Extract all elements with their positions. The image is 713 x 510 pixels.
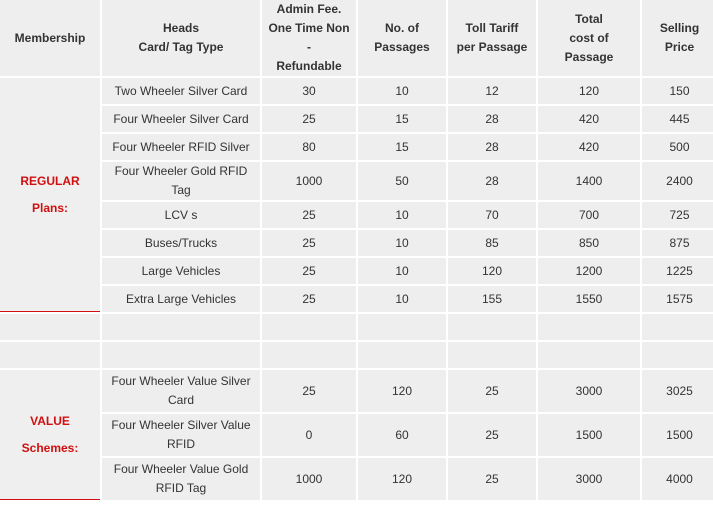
- passages-cell: 10: [358, 286, 446, 312]
- admin-fee-cell: 25: [262, 258, 356, 284]
- header-membership: Membership: [0, 0, 100, 76]
- total-cell: 1500: [538, 414, 640, 456]
- passages-cell: 120: [358, 458, 446, 500]
- admin-fee-cell: 25: [262, 106, 356, 132]
- card-type-cell: Four Wheeler Gold RFID Tag: [102, 162, 260, 200]
- toll-cell: 85: [448, 230, 536, 256]
- header-admin-fee: Admin Fee. One Time Non - Refundable: [262, 0, 356, 76]
- table-row: Four Wheeler RFID Silver 80 15 28 420 50…: [0, 134, 713, 160]
- toll-cell: 28: [448, 162, 536, 200]
- admin-fee-cell: 0: [262, 414, 356, 456]
- admin-fee-cell: 80: [262, 134, 356, 160]
- table-row: REGULAR Plans: Two Wheeler Silver Card 30…: [0, 78, 713, 312]
- spacer-row: [0, 342, 713, 368]
- header-row: Membership Heads Card/ Tag Type Admin Fee…: [0, 0, 713, 76]
- toll-cell: 12: [448, 78, 536, 104]
- passages-cell: 15: [358, 134, 446, 160]
- price-cell: 1575: [642, 286, 713, 312]
- card-type-cell: Two Wheeler Silver Card: [102, 78, 260, 104]
- total-cell: 1400: [538, 162, 640, 200]
- toll-cell: 70: [448, 202, 536, 228]
- admin-fee-cell: 25: [262, 286, 356, 312]
- passages-cell: 10: [358, 258, 446, 284]
- toll-cell: 155: [448, 286, 536, 312]
- header-passages: No. of Passages: [358, 0, 446, 76]
- table-row: Four Wheeler Silver Card 25 15 28 420 44…: [0, 106, 713, 132]
- spacer-row: [0, 314, 713, 340]
- card-type-cell: Four Wheeler Value Gold RFID Tag: [102, 458, 260, 500]
- card-type-cell: Four Wheeler RFID Silver: [102, 134, 260, 160]
- card-type-cell: LCV s: [102, 202, 260, 228]
- table-row: Large Vehicles 25 10 120 1200 1225: [0, 258, 713, 284]
- price-cell: 3025: [642, 370, 713, 412]
- price-cell: 4000: [642, 458, 713, 500]
- table-row: LCV s 25 10 70 700 725: [0, 202, 713, 228]
- price-cell: 150: [642, 78, 713, 104]
- card-type-cell: Four Wheeler Silver Value RFID: [102, 414, 260, 456]
- admin-fee-cell: 1000: [262, 162, 356, 200]
- total-cell: 850: [538, 230, 640, 256]
- total-cell: 3000: [538, 458, 640, 500]
- passages-cell: 10: [358, 202, 446, 228]
- admin-fee-cell: 25: [262, 202, 356, 228]
- toll-cell: 25: [448, 414, 536, 456]
- header-heads: Heads Card/ Tag Type: [102, 0, 260, 76]
- header-total-cost: Total cost of Passage: [538, 0, 640, 76]
- card-type-cell: Buses/Trucks: [102, 230, 260, 256]
- card-type-cell: Large Vehicles: [102, 258, 260, 284]
- table-row: Four Wheeler Silver Value RFID 0 60 25 1…: [0, 414, 713, 456]
- toll-cell: 25: [448, 370, 536, 412]
- table-row: VALUE Schemes: Four Wheeler Value Silver …: [0, 370, 713, 500]
- passages-cell: 10: [358, 78, 446, 104]
- passages-cell: 60: [358, 414, 446, 456]
- card-type-cell: Four Wheeler Silver Card: [102, 106, 260, 132]
- passages-cell: 15: [358, 106, 446, 132]
- passages-cell: 10: [358, 230, 446, 256]
- passages-cell: 50: [358, 162, 446, 200]
- value-schemes-label: VALUE Schemes:: [0, 370, 100, 500]
- table-row: Four Wheeler Gold RFID Tag 1000 50 28 14…: [0, 162, 713, 200]
- toll-cell: 28: [448, 134, 536, 160]
- card-type-cell: Four Wheeler Value Silver Card: [102, 370, 260, 412]
- total-cell: 420: [538, 134, 640, 160]
- admin-fee-cell: 1000: [262, 458, 356, 500]
- toll-cell: 120: [448, 258, 536, 284]
- total-cell: 1200: [538, 258, 640, 284]
- total-cell: 700: [538, 202, 640, 228]
- price-cell: 500: [642, 134, 713, 160]
- admin-fee-cell: 25: [262, 230, 356, 256]
- price-cell: 725: [642, 202, 713, 228]
- header-toll-tariff: Toll Tariff per Passage: [448, 0, 536, 76]
- toll-cell: 28: [448, 106, 536, 132]
- table-row: Buses/Trucks 25 10 85 850 875: [0, 230, 713, 256]
- total-cell: 420: [538, 106, 640, 132]
- total-cell: 1550: [538, 286, 640, 312]
- regular-plans-label: REGULAR Plans:: [0, 78, 100, 312]
- table-row: Extra Large Vehicles 25 10 155 1550 1575: [0, 286, 713, 312]
- price-cell: 875: [642, 230, 713, 256]
- price-cell: 445: [642, 106, 713, 132]
- total-cell: 3000: [538, 370, 640, 412]
- price-cell: 1500: [642, 414, 713, 456]
- admin-fee-cell: 25: [262, 370, 356, 412]
- admin-fee-cell: 30: [262, 78, 356, 104]
- price-cell: 2400: [642, 162, 713, 200]
- price-cell: 1225: [642, 258, 713, 284]
- passages-cell: 120: [358, 370, 446, 412]
- card-type-cell: Extra Large Vehicles: [102, 286, 260, 312]
- total-cell: 120: [538, 78, 640, 104]
- table-row: Four Wheeler Value Gold RFID Tag 1000 12…: [0, 458, 713, 500]
- header-selling-price: Selling Price: [642, 0, 713, 76]
- toll-cell: 25: [448, 458, 536, 500]
